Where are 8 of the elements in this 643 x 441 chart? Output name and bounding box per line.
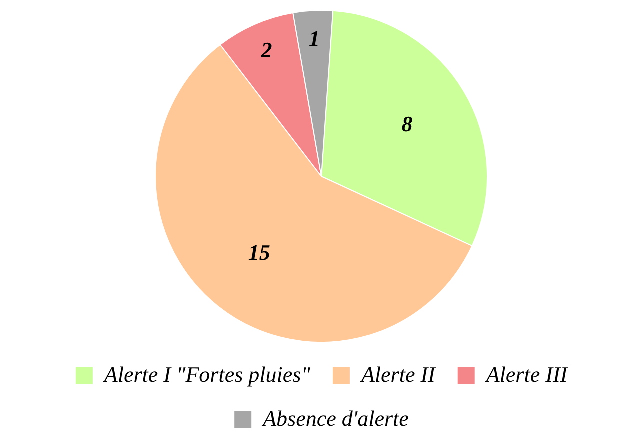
data-label: 8 (402, 111, 413, 136)
data-label: 1 (309, 26, 320, 52)
data-label: 2 (260, 38, 272, 63)
data-label: 15 (248, 240, 270, 266)
legend-label: Alerte III (484, 362, 570, 387)
legend-label: Alerte II (359, 362, 438, 387)
legend-label: Absence d'alerte (261, 406, 410, 431)
legend-label: Alerte I "Fortes pluies" (102, 362, 312, 387)
